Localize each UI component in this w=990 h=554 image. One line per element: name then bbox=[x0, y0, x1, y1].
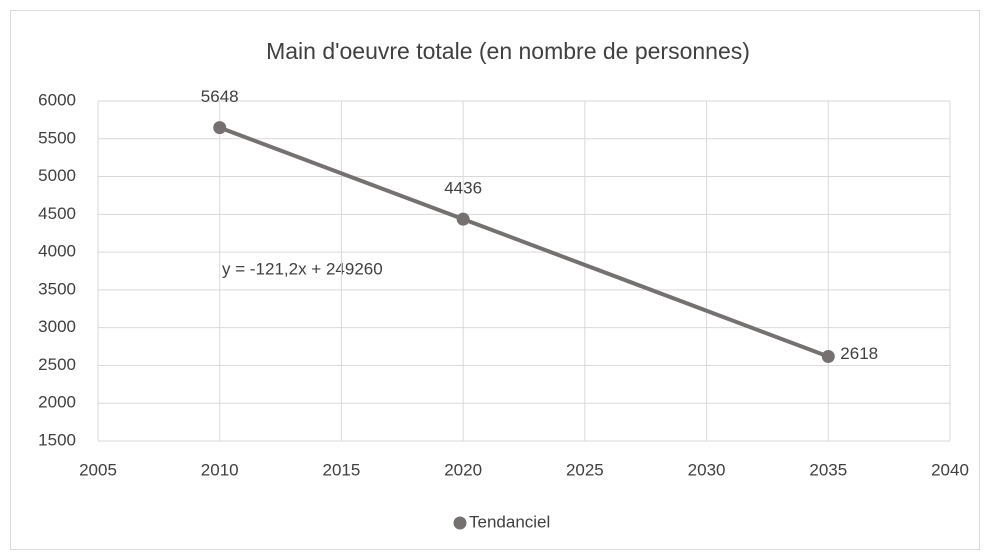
y-tick-label: 4500 bbox=[38, 204, 76, 223]
y-tick-label: 2500 bbox=[38, 355, 76, 374]
x-tick-label: 2015 bbox=[323, 460, 361, 479]
x-tick-label: 2040 bbox=[931, 460, 969, 479]
x-tick-label: 2020 bbox=[444, 460, 482, 479]
x-tick-label: 2025 bbox=[566, 460, 604, 479]
y-tick-label: 3000 bbox=[38, 317, 76, 336]
legend-label: Tendanciel bbox=[469, 512, 550, 531]
chart-frame bbox=[10, 10, 980, 550]
x-tick-label: 2010 bbox=[201, 460, 239, 479]
data-point bbox=[821, 350, 835, 364]
data-label: 4436 bbox=[444, 179, 482, 198]
y-tick-label: 5000 bbox=[38, 166, 76, 185]
data-point bbox=[456, 212, 470, 226]
data-point bbox=[213, 121, 227, 135]
y-tick-label: 5500 bbox=[38, 128, 76, 147]
y-tick-label: 3500 bbox=[38, 279, 76, 298]
y-tick-label: 2000 bbox=[38, 393, 76, 412]
x-tick-label: 2035 bbox=[809, 460, 847, 479]
chart-title: Main d'oeuvre totale (en nombre de perso… bbox=[266, 38, 750, 64]
legend-marker bbox=[453, 516, 467, 530]
y-tick-label: 4000 bbox=[38, 242, 76, 261]
data-label: 5648 bbox=[201, 87, 239, 106]
data-label: 2618 bbox=[840, 344, 878, 363]
x-tick-label: 2005 bbox=[79, 460, 117, 479]
y-tick-label: 6000 bbox=[38, 90, 76, 109]
x-tick-label: 2030 bbox=[688, 460, 726, 479]
y-tick-label: 1500 bbox=[38, 430, 76, 449]
trendline-equation: y = -121,2x + 249260 bbox=[222, 259, 383, 278]
